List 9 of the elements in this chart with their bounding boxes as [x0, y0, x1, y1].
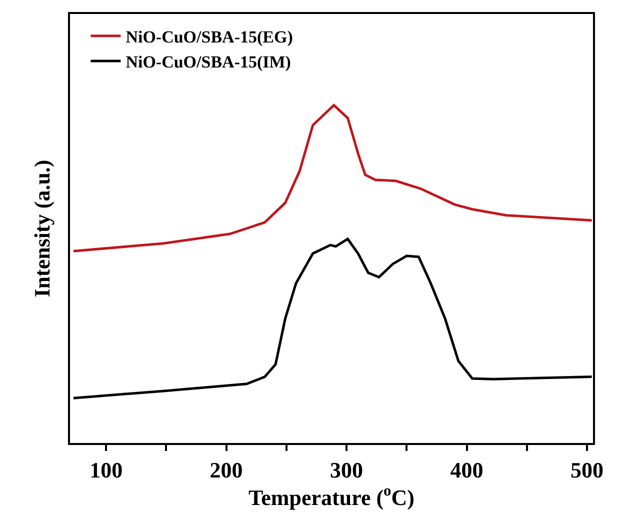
x-axis-title: Temperature ($^{o}$C) — [248, 482, 414, 510]
legend-label: NiO-CuO/SBA-15(IM) — [126, 52, 291, 72]
x-tick-label: 300 — [330, 457, 364, 482]
legend-label: NiO-CuO/SBA-15(EG) — [126, 27, 293, 46]
x-tick-label: 500 — [570, 457, 604, 482]
y-axis-title: Intensity (a.u.) — [29, 160, 54, 298]
x-tick-label: 200 — [210, 457, 243, 482]
x-tick-label: 100 — [90, 457, 123, 482]
x-tick-label: 400 — [450, 457, 484, 482]
